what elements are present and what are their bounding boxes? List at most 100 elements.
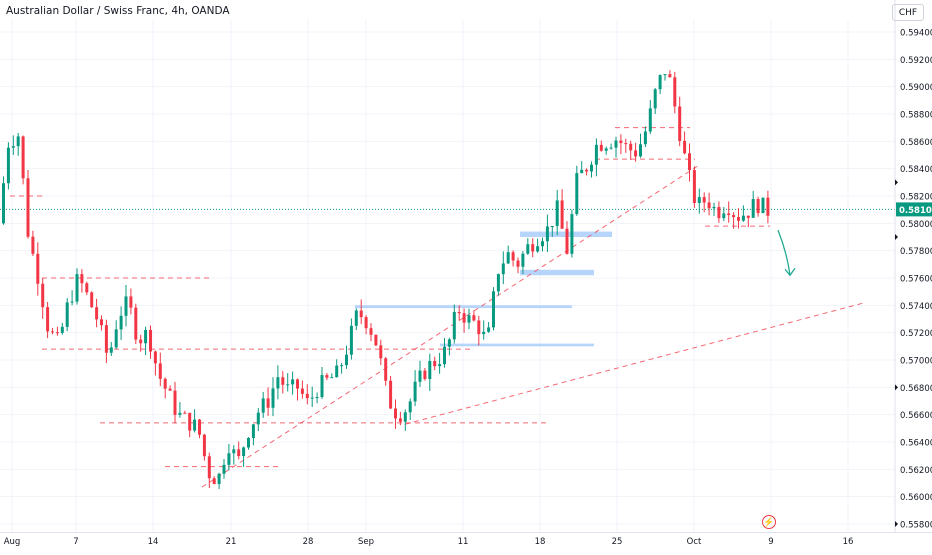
candle-body bbox=[688, 153, 691, 171]
candle-body bbox=[590, 164, 593, 172]
candle-body bbox=[506, 252, 510, 264]
candle-body bbox=[139, 339, 143, 344]
candle-body bbox=[232, 449, 236, 454]
candle-body bbox=[658, 75, 662, 90]
candle-body bbox=[541, 241, 544, 247]
candle-body bbox=[95, 307, 99, 320]
candle-body bbox=[472, 315, 476, 321]
candle-body bbox=[325, 375, 329, 378]
candle-body bbox=[447, 339, 451, 347]
candle-body bbox=[16, 136, 20, 147]
x-tick-label: 7 bbox=[73, 537, 78, 547]
candle-body bbox=[296, 379, 299, 389]
candle-body bbox=[550, 225, 554, 227]
x-tick-label: 21 bbox=[226, 537, 237, 547]
candle-body bbox=[384, 358, 388, 381]
candle-body bbox=[183, 412, 187, 414]
candle-body bbox=[256, 412, 260, 425]
candle-body bbox=[374, 334, 378, 346]
candle-body bbox=[678, 106, 682, 141]
currency-badge[interactable]: CHF bbox=[892, 4, 924, 21]
candle-body bbox=[560, 200, 564, 229]
candle-body bbox=[619, 140, 623, 144]
support-resistance-zone bbox=[520, 269, 594, 276]
candle-body bbox=[526, 244, 530, 254]
lightning-icon[interactable]: ⚡ bbox=[762, 515, 776, 529]
candle-body bbox=[178, 412, 182, 415]
candle-body bbox=[212, 478, 216, 485]
candle-body bbox=[653, 89, 657, 109]
candle-body bbox=[683, 140, 687, 154]
symbol-title[interactable]: Australian Dollar / Swiss Franc, 4h, OAN… bbox=[6, 5, 230, 17]
y-tick-label: 0.56000 bbox=[900, 493, 932, 503]
y-tick-label: 0.57600 bbox=[900, 275, 932, 285]
candle-body bbox=[202, 434, 206, 457]
candle-body bbox=[300, 388, 304, 394]
candle-body bbox=[364, 317, 368, 329]
candle-body bbox=[65, 302, 69, 327]
candles-layer bbox=[2, 70, 770, 490]
candle-body bbox=[193, 419, 197, 431]
candle-body bbox=[276, 377, 280, 389]
candle-body bbox=[207, 456, 211, 479]
candle-body bbox=[692, 170, 696, 203]
candle-body bbox=[629, 143, 633, 151]
candle-body bbox=[761, 197, 765, 214]
candle-body bbox=[737, 217, 740, 221]
candle-body bbox=[766, 197, 770, 216]
candle-body bbox=[751, 199, 755, 218]
candle-body bbox=[452, 311, 456, 340]
candle-body bbox=[242, 447, 246, 457]
y-tick-label: 0.57000 bbox=[900, 357, 932, 367]
candle-body bbox=[565, 228, 569, 254]
candle-body bbox=[599, 144, 603, 151]
candle-body bbox=[389, 380, 393, 409]
candle-body bbox=[51, 331, 54, 333]
candle-body bbox=[624, 143, 628, 145]
candle-body bbox=[227, 453, 231, 465]
candle-body bbox=[85, 283, 89, 293]
candle-body bbox=[697, 197, 701, 203]
candle-body bbox=[457, 311, 461, 314]
y-tick-label: 0.59400 bbox=[900, 29, 932, 39]
candle-body bbox=[501, 263, 505, 275]
axis-layer: 0.55800 0.56000 0.56200 0.56400 0.56600 0.568… bbox=[4, 0, 932, 547]
candle-body bbox=[310, 397, 314, 399]
candle-body bbox=[335, 365, 339, 378]
candle-body bbox=[11, 146, 15, 148]
y-tick-label: 0.58400 bbox=[900, 165, 932, 175]
candle-body bbox=[398, 418, 402, 422]
candle-body bbox=[702, 197, 706, 203]
candle-body bbox=[545, 226, 549, 242]
y-tick-label: 0.56800 bbox=[900, 384, 932, 394]
axis-marker bbox=[895, 179, 898, 186]
candle-body bbox=[634, 150, 638, 157]
axis-marker bbox=[895, 234, 898, 240]
candle-body bbox=[124, 296, 128, 316]
candle-body bbox=[36, 253, 40, 284]
x-tick-label: Sep bbox=[358, 537, 374, 547]
y-tick-label: 0.58800 bbox=[900, 111, 932, 121]
candle-body bbox=[163, 378, 167, 389]
y-tick-label: 0.59200 bbox=[900, 56, 932, 66]
candle-body bbox=[26, 178, 30, 237]
candle-body bbox=[330, 377, 334, 379]
candle-body bbox=[394, 408, 397, 419]
candle-body bbox=[198, 419, 201, 435]
x-tick-label: Aug bbox=[4, 537, 21, 547]
candle-body bbox=[173, 390, 177, 415]
candle-body bbox=[511, 252, 515, 261]
candle-body bbox=[443, 346, 446, 365]
candle-body bbox=[555, 200, 559, 226]
candle-body bbox=[100, 319, 103, 326]
candle-body bbox=[379, 345, 383, 359]
candle-body bbox=[70, 301, 74, 303]
candle-body bbox=[594, 144, 598, 165]
candle-body bbox=[717, 206, 721, 219]
candle-body bbox=[188, 412, 192, 431]
candle-body bbox=[467, 315, 471, 323]
trendline bbox=[201, 164, 701, 488]
x-tick-label: 25 bbox=[612, 537, 623, 547]
